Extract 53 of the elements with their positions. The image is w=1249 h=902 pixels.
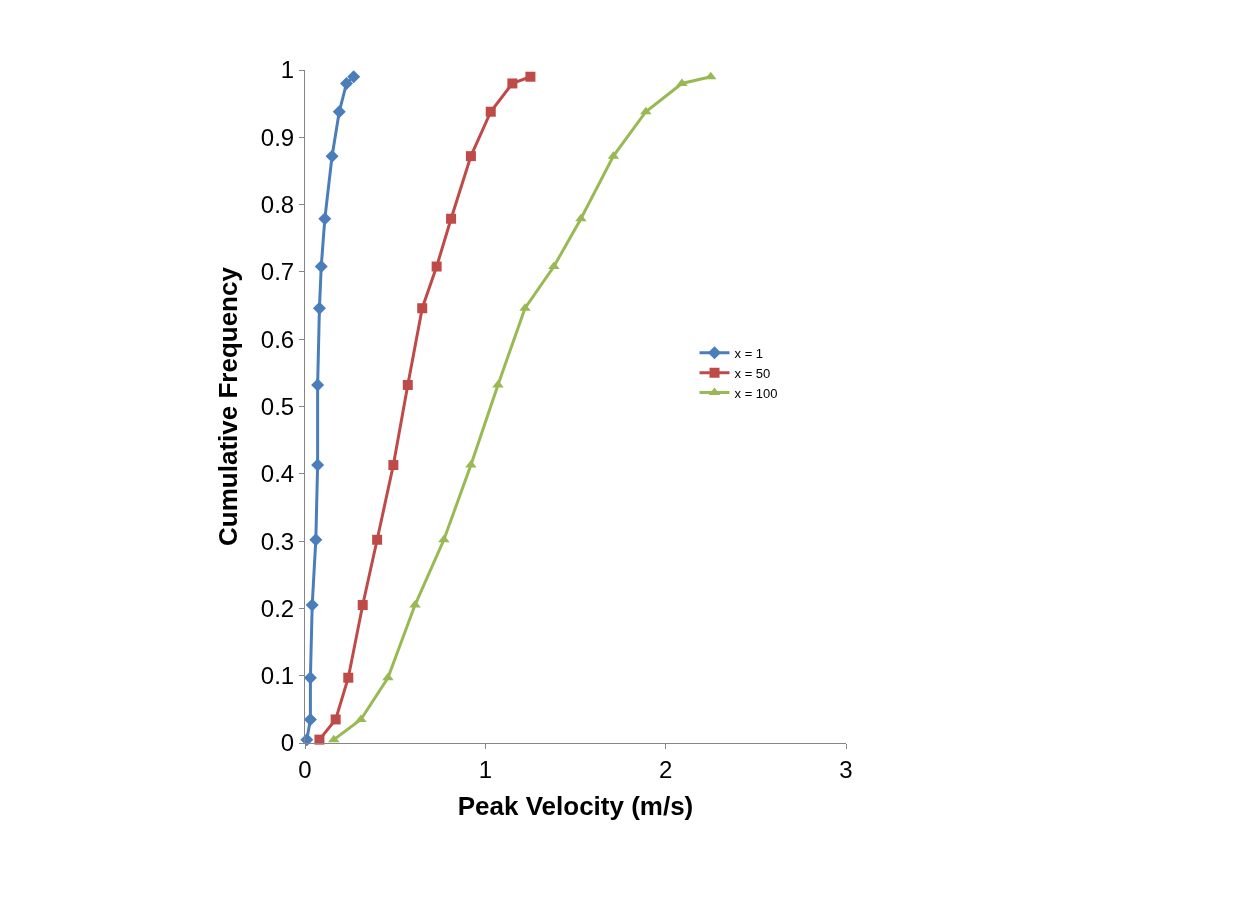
point: [303, 671, 317, 685]
y-tick-label: 0: [280, 729, 295, 757]
x-axis-title: Peak Velocity (m/s): [457, 791, 694, 822]
point: [314, 260, 328, 274]
point: [303, 712, 317, 726]
y-tick-label: 0.7: [260, 258, 295, 286]
point: [438, 534, 450, 543]
legend-label: x = 100: [734, 385, 778, 401]
point: [525, 71, 536, 82]
point: [507, 78, 518, 89]
point: [357, 600, 368, 611]
point: [305, 598, 319, 612]
point: [339, 76, 353, 90]
point: [640, 106, 652, 115]
y-tick-label: 0.1: [260, 662, 295, 690]
point: [332, 105, 346, 119]
point: [343, 672, 354, 683]
point: [347, 70, 361, 84]
point: [325, 149, 339, 163]
point: [382, 672, 394, 681]
point: [431, 261, 442, 272]
point: [548, 261, 560, 270]
point: [314, 734, 325, 745]
point: [575, 213, 587, 222]
x-tick-label: 3: [839, 755, 853, 783]
point: [311, 378, 325, 392]
point: [330, 714, 341, 725]
y-tick-label: 0.9: [260, 123, 295, 151]
y-tick-label: 0.6: [260, 325, 295, 353]
y-axis-title: Cumulative Frequency: [213, 266, 244, 546]
point: [446, 213, 457, 224]
point: [402, 379, 413, 390]
point: [309, 533, 323, 547]
point: [311, 458, 325, 472]
y-tick-label: 0.3: [260, 527, 295, 555]
y-tick-label: 0.8: [260, 191, 295, 218]
point: [312, 301, 326, 315]
point: [417, 303, 428, 314]
y-tick-label: 0.2: [260, 594, 295, 622]
point: [328, 734, 340, 743]
y-tick-label: 0.4: [260, 460, 295, 488]
point: [465, 151, 476, 162]
point: [318, 212, 332, 226]
y-tick-label: 0.5: [260, 392, 295, 420]
point: [485, 106, 496, 117]
x-tick-label: 1: [478, 755, 493, 783]
x-tick-label: 0: [298, 755, 312, 783]
point: [388, 460, 399, 471]
legend-label: x = 50: [734, 365, 771, 381]
x-tick-label: 2: [658, 755, 673, 783]
y-tick-label: 1: [280, 56, 295, 84]
point: [372, 534, 383, 545]
legend-label: x = 1: [734, 345, 764, 361]
